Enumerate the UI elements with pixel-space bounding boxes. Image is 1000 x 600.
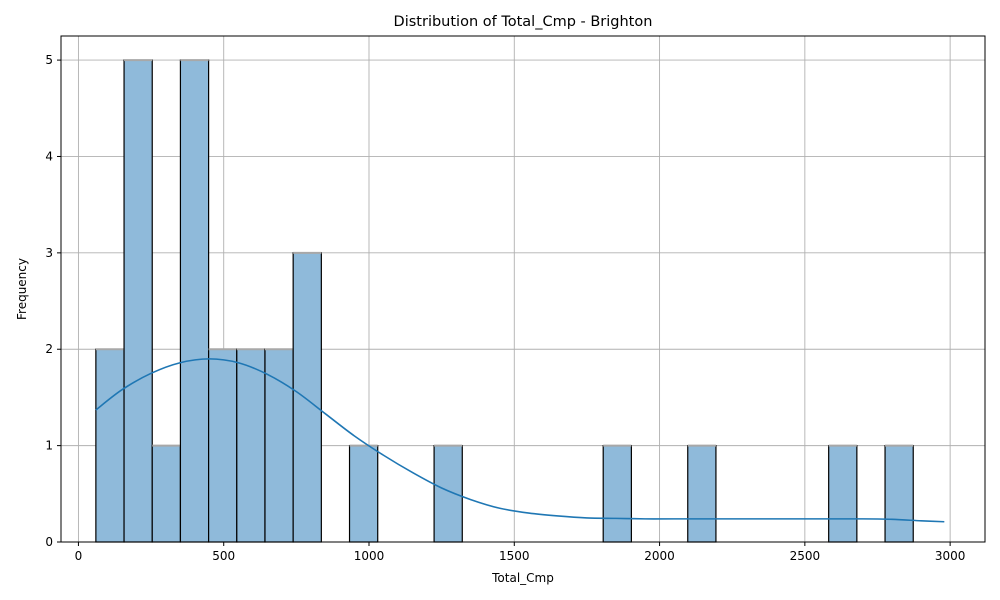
y-axis-label: Frequency bbox=[15, 258, 29, 320]
histogram-bar bbox=[433, 445, 463, 543]
x-tick-label: 1000 bbox=[354, 549, 385, 563]
y-tick-label: 0 bbox=[45, 535, 53, 549]
histogram-bar bbox=[179, 59, 210, 543]
histogram-bar bbox=[264, 348, 294, 543]
x-tick-label: 1500 bbox=[499, 549, 530, 563]
y-tick-label: 5 bbox=[45, 53, 53, 67]
histogram-bar bbox=[828, 445, 858, 543]
histogram-bar bbox=[687, 445, 717, 543]
x-tick-label: 500 bbox=[212, 549, 235, 563]
plot-frame bbox=[60, 35, 986, 543]
y-tick-label: 3 bbox=[45, 246, 53, 260]
x-axis-label: Total_Cmp bbox=[491, 571, 554, 585]
histogram-bar bbox=[95, 348, 125, 543]
x-tick-label: 2000 bbox=[644, 549, 675, 563]
x-tick-label: 2500 bbox=[790, 549, 821, 563]
histogram-bars bbox=[95, 59, 914, 543]
x-ticks: 0 500 1000 1500 2000 2500 3000 bbox=[75, 542, 966, 563]
y-ticks: 0 1 2 3 4 5 bbox=[45, 53, 61, 549]
y-tick-label: 4 bbox=[45, 149, 53, 163]
y-tick-label: 1 bbox=[45, 439, 53, 453]
x-tick-label: 3000 bbox=[935, 549, 966, 563]
x-tick-label: 0 bbox=[75, 549, 83, 563]
kde-curve bbox=[95, 358, 945, 523]
histogram-bar bbox=[123, 59, 153, 543]
histogram-bar bbox=[602, 445, 632, 543]
histogram-bar bbox=[292, 252, 322, 543]
histogram-bar bbox=[208, 348, 238, 543]
histogram-bar bbox=[151, 445, 182, 543]
histogram-bar bbox=[884, 445, 914, 543]
histogram-bar bbox=[236, 348, 266, 543]
chart-title: Distribution of Total_Cmp - Brighton bbox=[394, 14, 653, 30]
grid bbox=[61, 36, 985, 543]
axes bbox=[60, 35, 986, 543]
kde-line bbox=[95, 358, 945, 523]
histogram-bar bbox=[348, 445, 379, 543]
y-tick-label: 2 bbox=[45, 342, 53, 356]
